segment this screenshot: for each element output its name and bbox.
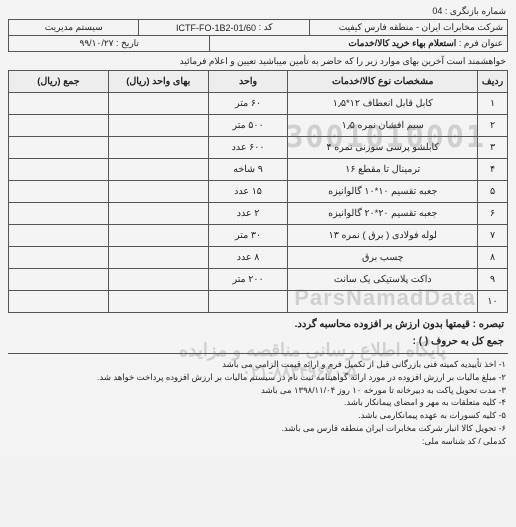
cell-desc: چسب برق bbox=[288, 247, 478, 269]
code-value: ICTF-FO-1B2-01/60 bbox=[176, 23, 256, 33]
cell-unit: ۳۰ متر bbox=[208, 225, 288, 247]
footnote: ۲- مبلغ مالیات بر ارزش افزوده در مورد ار… bbox=[8, 371, 508, 384]
cell-desc: کابل قابل انعطاف ۱۲*۱٫۵ bbox=[288, 93, 478, 115]
th-total: جمع (ریال) bbox=[9, 71, 109, 93]
cell-desc bbox=[288, 291, 478, 313]
form-label: عنوان فرم : bbox=[459, 38, 503, 49]
cell-uprice bbox=[108, 181, 208, 203]
code-cell: کد : ICTF-FO-1B2-01/60 bbox=[138, 20, 309, 35]
cell-total bbox=[9, 115, 109, 137]
form-title-cell: عنوان فرم : استعلام بهاء خرید کالا/خدمات bbox=[209, 36, 507, 51]
code-label: کد : bbox=[259, 22, 273, 33]
vat-note: تبصره : قیمتها بدون ارزش بر افزوده محاسب… bbox=[8, 313, 508, 332]
th-uprice: بهای واحد (ریال) bbox=[108, 71, 208, 93]
th-row: ردیف bbox=[478, 71, 508, 93]
company-cell: شرکت مخابرات ایران - منطقه فارس کیفیت bbox=[309, 20, 507, 35]
cell-n: ۸ bbox=[478, 247, 508, 269]
table-row: ۱ کابل قابل انعطاف ۱۲*۱٫۵ ۶۰ متر bbox=[9, 93, 508, 115]
cell-uprice bbox=[108, 137, 208, 159]
cell-desc: جعبه تقسیم ۱۰*۱۰ گالوانیزه bbox=[288, 181, 478, 203]
cell-unit: ۵۰۰ متر bbox=[208, 115, 288, 137]
cell-unit: ۶۰۰ عدد bbox=[208, 137, 288, 159]
cell-unit: ۱۵ عدد bbox=[208, 181, 288, 203]
cell-total bbox=[9, 225, 109, 247]
system-label: سیستم مدیریت bbox=[45, 22, 103, 33]
cell-total bbox=[9, 159, 109, 181]
cell-unit: ۲ عدد bbox=[208, 203, 288, 225]
form-title: استعلام بهاء خرید کالا/خدمات bbox=[348, 38, 456, 49]
table-row: ۱۰ bbox=[9, 291, 508, 313]
cell-n: ۶ bbox=[478, 203, 508, 225]
cell-unit: ۸ عدد bbox=[208, 247, 288, 269]
footnote: ۶- تحویل کالا انبار شرکت مخابرات ایران م… bbox=[8, 422, 508, 435]
cell-n: ۲ bbox=[478, 115, 508, 137]
date-cell: تاریخ : ۹۹/۱۰/۲۷ bbox=[9, 36, 209, 51]
table-row: ۲ سیم افشان نمره ۱٫۵ ۵۰۰ متر bbox=[9, 115, 508, 137]
cell-n: ۱۰ bbox=[478, 291, 508, 313]
cell-n: ۱ bbox=[478, 93, 508, 115]
footnote: ۱- اخذ تأییدیه کمیته فنی بازرگانی قبل از… bbox=[8, 358, 508, 371]
date-label: تاریخ : bbox=[116, 38, 139, 49]
cell-unit: ۹ شاخه bbox=[208, 159, 288, 181]
table-row: ۹ داکت پلاستیکی یک سانت ۲۰۰ متر bbox=[9, 269, 508, 291]
cell-total bbox=[9, 93, 109, 115]
intro-text: خواهشمند است آخرین بهای موارد زیر را که … bbox=[8, 52, 508, 70]
table-row: ۵ جعبه تقسیم ۱۰*۱۰ گالوانیزه ۱۵ عدد bbox=[9, 181, 508, 203]
cell-unit bbox=[208, 291, 288, 313]
th-unit: واحد bbox=[208, 71, 288, 93]
cell-uprice bbox=[108, 115, 208, 137]
cell-uprice bbox=[108, 203, 208, 225]
cell-total bbox=[9, 269, 109, 291]
footnote: ۴- کلیه متعلقات به مهر و امضای پیمانکار … bbox=[8, 396, 508, 409]
table-row: ۷ لوله فولادی ( برق ) نمره ۱۳ ۳۰ متر bbox=[9, 225, 508, 247]
table-body: ۱ کابل قابل انعطاف ۱۲*۱٫۵ ۶۰ متر ۲ سیم ا… bbox=[9, 93, 508, 313]
cell-desc: جعبه تقسیم ۲۰*۲۰ گالوانیزه bbox=[288, 203, 478, 225]
cell-desc: لوله فولادی ( برق ) نمره ۱۳ bbox=[288, 225, 478, 247]
cell-total bbox=[9, 203, 109, 225]
review-number: شماره بازنگری : 04 bbox=[432, 6, 506, 17]
cell-n: ۴ bbox=[478, 159, 508, 181]
cell-unit: ۲۰۰ متر bbox=[208, 269, 288, 291]
topbar: شماره بازنگری : 04 bbox=[8, 6, 508, 17]
sum-in-words: جمع کل به حروف ( ) : bbox=[8, 332, 508, 353]
cell-n: ۵ bbox=[478, 181, 508, 203]
footnote: ۳- مدت تحویل پاکت به دبیرخانه تا مورخه ۱… bbox=[8, 384, 508, 397]
cell-total bbox=[9, 181, 109, 203]
cell-total bbox=[9, 291, 109, 313]
cell-uprice bbox=[108, 93, 208, 115]
cell-uprice bbox=[108, 291, 208, 313]
table-row: ۳ کابلشو پرسی سوزنی نمره ۴ ۶۰۰ عدد bbox=[9, 137, 508, 159]
company-name: شرکت مخابرات ایران - منطقه فارس کیفیت bbox=[339, 22, 503, 33]
cell-uprice bbox=[108, 225, 208, 247]
cell-desc: سیم افشان نمره ۱٫۵ bbox=[288, 115, 478, 137]
cell-total bbox=[9, 247, 109, 269]
footnote: کدملی / کد شناسه ملی: bbox=[8, 435, 508, 448]
cell-uprice bbox=[108, 269, 208, 291]
cell-uprice bbox=[108, 159, 208, 181]
cell-n: ۳ bbox=[478, 137, 508, 159]
cell-n: ۹ bbox=[478, 269, 508, 291]
cell-unit: ۶۰ متر bbox=[208, 93, 288, 115]
cell-desc: کابلشو پرسی سوزنی نمره ۴ bbox=[288, 137, 478, 159]
table-row: ۶ جعبه تقسیم ۲۰*۲۰ گالوانیزه ۲ عدد bbox=[9, 203, 508, 225]
cell-total bbox=[9, 137, 109, 159]
cell-desc: داکت پلاستیکی یک سانت bbox=[288, 269, 478, 291]
th-desc: مشخصات نوع کالا/خدمات bbox=[288, 71, 478, 93]
date-value: ۹۹/۱۰/۲۷ bbox=[79, 38, 113, 49]
table-row: ۴ ترمینال تا مقطع ۱۶ ۹ شاخه bbox=[9, 159, 508, 181]
table-header-row: ردیف مشخصات نوع کالا/خدمات واحد بهای واح… bbox=[9, 71, 508, 93]
system-cell: سیستم مدیریت bbox=[9, 20, 138, 35]
footnotes: ۱- اخذ تأییدیه کمیته فنی بازرگانی قبل از… bbox=[8, 353, 508, 447]
header-box: شرکت مخابرات ایران - منطقه فارس کیفیت کد… bbox=[8, 19, 508, 52]
table-row: ۸ چسب برق ۸ عدد bbox=[9, 247, 508, 269]
cell-n: ۷ bbox=[478, 225, 508, 247]
page-root: 3001010001 ParsNamadData پایگاه اطلاع رس… bbox=[0, 0, 516, 457]
cell-desc: ترمینال تا مقطع ۱۶ bbox=[288, 159, 478, 181]
cell-uprice bbox=[108, 247, 208, 269]
items-table: ردیف مشخصات نوع کالا/خدمات واحد بهای واح… bbox=[8, 70, 508, 313]
footnote: ۵- کلیه کسورات به عهده پیمانکارمی باشد. bbox=[8, 409, 508, 422]
